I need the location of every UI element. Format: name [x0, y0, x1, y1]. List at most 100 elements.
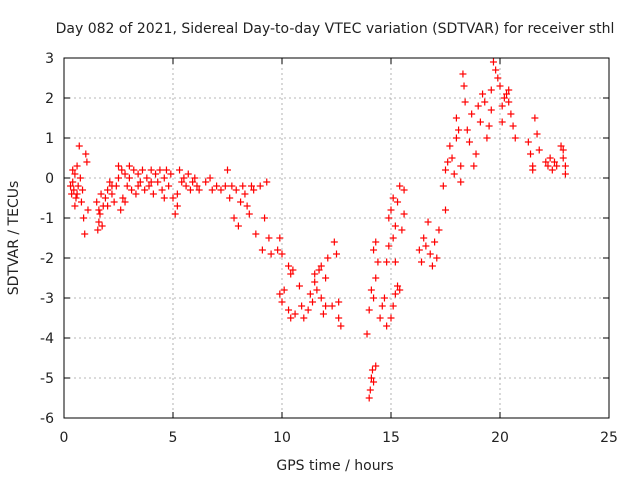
data-point [291, 310, 299, 318]
y-tick-label: 2 [45, 91, 54, 107]
data-point [208, 186, 216, 194]
data-point [391, 290, 399, 298]
data-point [104, 202, 112, 210]
data-point [335, 298, 343, 306]
data-point [202, 178, 210, 186]
data-point [546, 154, 554, 162]
data-point [551, 158, 558, 166]
data-point [468, 110, 476, 118]
data-point [265, 234, 273, 242]
data-point [152, 170, 160, 178]
data-point [83, 158, 91, 166]
data-point [173, 190, 181, 198]
data-point [474, 102, 482, 110]
data-point [237, 198, 245, 206]
chart-title: Day 082 of 2021, Sidereal Day-to-day VTE… [56, 21, 615, 37]
data-point [304, 306, 312, 314]
data-point [370, 246, 378, 254]
data-point [94, 226, 102, 234]
data-point [243, 202, 251, 210]
data-point [461, 98, 469, 106]
data-point [333, 250, 340, 258]
data-point [446, 142, 454, 150]
data-point [426, 250, 434, 258]
data-point [169, 194, 177, 202]
data-point [435, 226, 443, 234]
data-point [457, 162, 465, 170]
data-point [106, 178, 114, 186]
data-point [415, 246, 423, 254]
data-point [553, 162, 561, 170]
data-point [67, 182, 75, 190]
data-point [324, 254, 332, 262]
data-point [372, 238, 380, 246]
data-point [394, 282, 402, 290]
data-point [136, 178, 144, 186]
data-point [118, 166, 126, 174]
data-point [394, 198, 402, 206]
data-point [276, 290, 284, 298]
data-point [494, 74, 502, 82]
data-point [385, 242, 393, 250]
data-point [322, 274, 330, 282]
data-point [258, 246, 266, 254]
data-point [396, 286, 404, 294]
data-point [125, 174, 133, 182]
data-point [115, 174, 122, 182]
data-point [165, 182, 173, 190]
data-point [147, 178, 155, 186]
data-point [367, 286, 375, 294]
data-point [295, 282, 303, 290]
plot-frame [63, 57, 610, 419]
data-point [505, 86, 513, 94]
y-tick-label: -6 [40, 411, 54, 427]
data-point [460, 82, 468, 90]
data-point [548, 166, 556, 174]
grid-layer [64, 58, 609, 418]
data-point [108, 182, 116, 190]
data-point [232, 186, 240, 194]
data-point [121, 198, 129, 206]
data-point [335, 314, 343, 322]
data-point [158, 186, 166, 194]
data-point [138, 166, 146, 174]
data-point [96, 210, 104, 218]
data-point [442, 206, 449, 214]
data-point [285, 306, 293, 314]
data-point [134, 182, 142, 190]
data-point [252, 230, 260, 238]
data-point [134, 170, 142, 178]
x-tick-label: 15 [382, 430, 400, 446]
x-tick-label: 20 [491, 430, 509, 446]
data-point [529, 166, 537, 174]
y-tick-label: -4 [40, 331, 54, 347]
data-point [119, 194, 127, 202]
data-point [400, 186, 408, 194]
data-point [378, 302, 386, 310]
data-point [561, 162, 569, 170]
data-point [330, 238, 338, 246]
data-point [455, 126, 463, 134]
data-point [315, 266, 323, 274]
data-point [221, 182, 229, 190]
data-point [176, 166, 184, 174]
data-point [527, 150, 535, 158]
y-axis-label: SDTVAR / TECUs [6, 181, 22, 296]
data-point [391, 258, 399, 266]
data-point [376, 314, 384, 322]
data-point [465, 138, 473, 146]
data-point [73, 190, 81, 198]
data-point [559, 154, 567, 162]
data-point [485, 122, 493, 130]
data-point [391, 222, 399, 230]
data-point [160, 174, 168, 182]
data-point [71, 170, 79, 178]
x-tick-label: 5 [169, 430, 178, 446]
data-point [452, 114, 460, 122]
data-point [544, 162, 552, 170]
y-tick-label: -3 [40, 291, 54, 307]
data-point [396, 182, 404, 190]
data-point [372, 362, 380, 370]
data-point [125, 162, 133, 170]
x-tick-label: 10 [273, 430, 291, 446]
